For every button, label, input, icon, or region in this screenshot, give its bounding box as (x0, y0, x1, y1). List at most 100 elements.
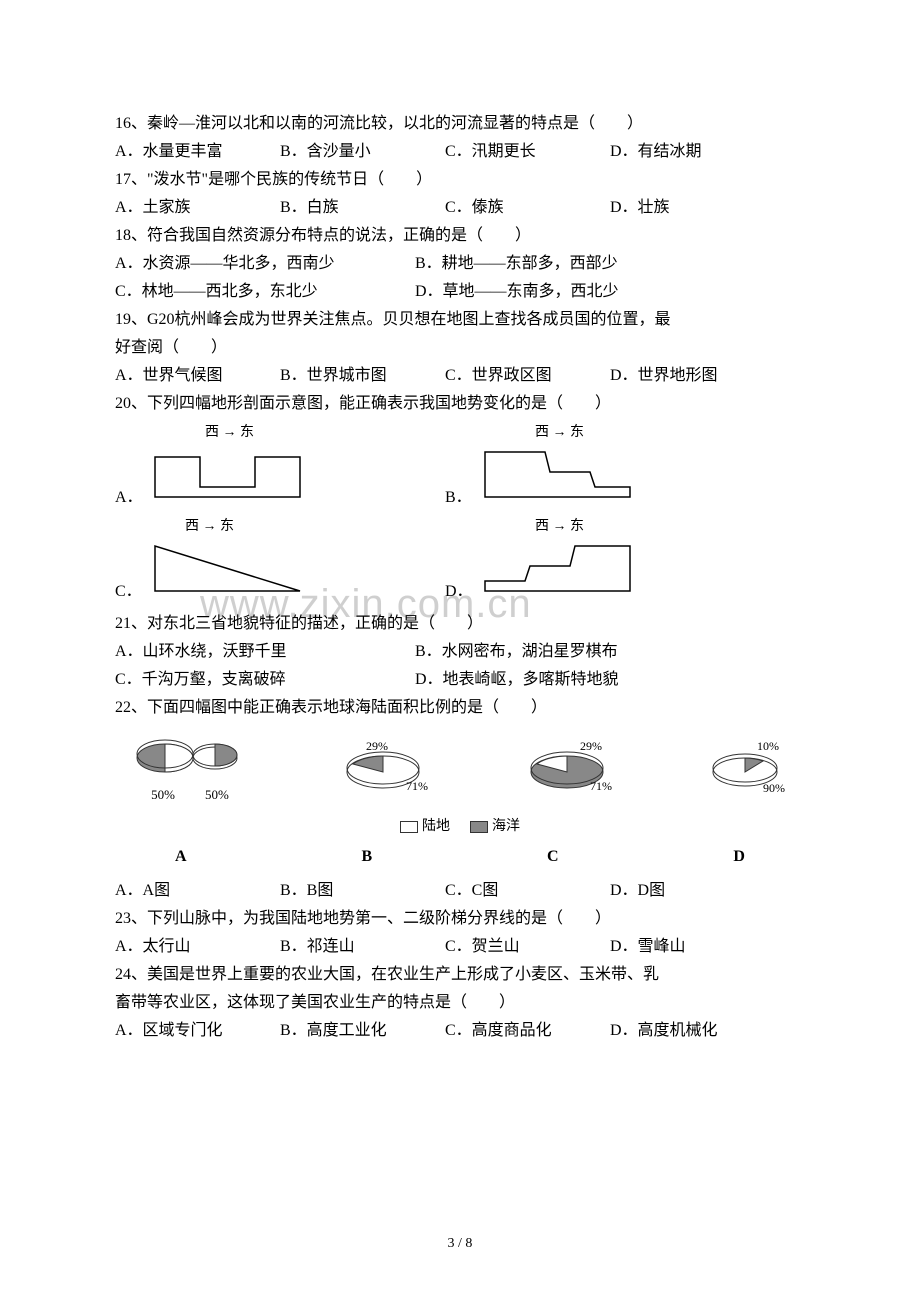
ocean-swatch (470, 821, 488, 833)
page-footer: 3 / 8 (0, 1236, 920, 1252)
q23-c: C．贺兰山 (445, 933, 610, 961)
legend-ocean-label: 海洋 (492, 813, 520, 841)
q24-c: C．高度商品化 (445, 1017, 610, 1045)
q22-options: A．A图 B．B图 C．C图 D．D图 (115, 877, 805, 905)
pie-a-r: 50% (205, 781, 229, 809)
q18-text: 18、符合我国自然资源分布特点的说法，正确的是（ ） (115, 222, 805, 250)
q20-diagram-b: 西 → 东 (475, 422, 635, 512)
q20-diagram-d: 西 → 东 (475, 516, 635, 606)
q20-text: 20、下列四幅地形剖面示意图，能正确表示我国地势变化的是（ ） (115, 390, 805, 418)
q17-a: A．土家族 (115, 194, 280, 222)
q22-pie-row: 50% 50% 29% 71% 29% 71% (115, 730, 805, 809)
q24-a: A．区域专门化 (115, 1017, 280, 1045)
dir-label-b: 西 → 东 (535, 424, 584, 440)
q24-text-2: 畜带等农业区，这体现了美国农业生产的特点是（ ） (115, 989, 805, 1017)
land-swatch (400, 821, 418, 833)
q18-b: B．耕地——东部多，西部少 (415, 250, 715, 278)
q16-a: A．水量更丰富 (115, 138, 280, 166)
q22-c: C．C图 (445, 877, 610, 905)
q19-options: A．世界气候图 B．世界城市图 C．世界政区图 D．世界地形图 (115, 362, 805, 390)
q23-d: D．雪峰山 (610, 933, 775, 961)
profile-c (155, 546, 300, 591)
q19-a: A．世界气候图 (115, 362, 280, 390)
pie-c: 29% 71% (512, 742, 622, 797)
q22-text: 22、下面四幅图中能正确表示地球海陆面积比例的是（ ） (115, 694, 805, 722)
q19-c: C．世界政区图 (445, 362, 610, 390)
q20-row-1: A． 西 → 东 B． 西 → 东 (115, 422, 805, 512)
q19-d: D．世界地形图 (610, 362, 775, 390)
q22-pie-labels: A B C D (115, 843, 805, 871)
profile-a (155, 457, 300, 497)
q18-c: C．林地——西北多，东北少 (115, 278, 415, 306)
q22-legend: 陆地 海洋 (115, 813, 805, 841)
pie-lbl-b: B (361, 843, 372, 871)
q20-diagram-c: 西 → 东 (145, 516, 305, 606)
q23-options: A．太行山 B．祁连山 C．贺兰山 D．雪峰山 (115, 933, 805, 961)
pie-lbl-a: A (175, 843, 187, 871)
q24-options: A．区域专门化 B．高度工业化 C．高度商品化 D．高度机械化 (115, 1017, 805, 1045)
q20-diagram-a: 西 → 东 (145, 422, 305, 512)
q17-b: B．白族 (280, 194, 445, 222)
q17-c: C．傣族 (445, 194, 610, 222)
q18-options-1: A．水资源——华北多，西南少 B．耕地——东部多，西部少 (115, 250, 805, 278)
q21-d: D．地表崎岖，多喀斯特地貌 (415, 666, 715, 694)
q16-c: C．汛期更长 (445, 138, 610, 166)
q21-c: C．千沟万壑，支离破碎 (115, 666, 415, 694)
q20-d-label: D． (445, 578, 475, 606)
q16-text: 16、秦岭—淮河以北和以南的河流比较，以北的河流显著的特点是（ ） (115, 110, 805, 138)
q24-b: B．高度工业化 (280, 1017, 445, 1045)
svg-text:29%: 29% (580, 742, 602, 753)
pie-d: 10% 90% (695, 742, 795, 797)
pie-a-svg (125, 730, 255, 785)
q18-a: A．水资源——华北多，西南少 (115, 250, 415, 278)
q17-options: A．土家族 B．白族 C．傣族 D．壮族 (115, 194, 805, 222)
q21-options-1: A．山环水绕，沃野千里 B．水网密布，湖泊星罗棋布 (115, 638, 805, 666)
dir-label-d: 西 → 东 (535, 518, 584, 534)
q21-b: B．水网密布，湖泊星罗棋布 (415, 638, 715, 666)
profile-d (485, 546, 630, 591)
q18-options-2: C．林地——西北多，东北少 D．草地——东南多，西北少 (115, 278, 805, 306)
q23-b: B．祁连山 (280, 933, 445, 961)
q16-options: A．水量更丰富 B．含沙量小 C．汛期更长 D．有结冰期 (115, 138, 805, 166)
pie-a: 50% 50% (125, 730, 255, 809)
svg-text:29%: 29% (366, 742, 388, 753)
q20-a-label: A． (115, 484, 145, 512)
dir-label-a: 西 → 东 (205, 424, 254, 440)
dir-label-c: 西 → 东 (185, 518, 234, 534)
q17-d: D．壮族 (610, 194, 775, 222)
q20-b-label: B． (445, 484, 475, 512)
pie-lbl-c: C (547, 843, 559, 871)
q19-b: B．世界城市图 (280, 362, 445, 390)
q24-d: D．高度机械化 (610, 1017, 775, 1045)
legend-ocean: 海洋 (470, 813, 520, 841)
q23-a: A．太行山 (115, 933, 280, 961)
q21-text: 21、对东北三省地貌特征的描述，正确的是（ ） (115, 610, 805, 638)
q16-b: B．含沙量小 (280, 138, 445, 166)
pie-lbl-d: D (733, 843, 745, 871)
q23-text: 23、下列山脉中，为我国陆地地势第一、二级阶梯分界线的是（ ） (115, 905, 805, 933)
pie-a-l: 50% (151, 781, 175, 809)
q22-d: D．D图 (610, 877, 775, 905)
legend-land: 陆地 (400, 813, 450, 841)
profile-b (485, 452, 630, 497)
svg-text:71%: 71% (590, 779, 612, 793)
svg-text:71%: 71% (406, 779, 428, 793)
q20-c-label: C． (115, 578, 145, 606)
pie-d-svg: 10% 90% (695, 742, 795, 797)
pie-c-svg: 29% 71% (512, 742, 622, 797)
legend-land-label: 陆地 (422, 813, 450, 841)
q22-a: A．A图 (115, 877, 280, 905)
pie-b: 29% 71% (328, 742, 438, 797)
q20-row-2: C． 西 → 东 D． 西 → 东 (115, 516, 805, 606)
q16-d: D．有结冰期 (610, 138, 775, 166)
q19-text-2: 好查阅（ ） (115, 334, 805, 362)
q21-a: A．山环水绕，沃野千里 (115, 638, 415, 666)
q22-b: B．B图 (280, 877, 445, 905)
q19-text-1: 19、G20杭州峰会成为世界关注焦点。贝贝想在地图上查找各成员国的位置，最 (115, 306, 805, 334)
q17-text: 17、"泼水节"是哪个民族的传统节日（ ） (115, 166, 805, 194)
svg-text:10%: 10% (757, 742, 779, 753)
svg-text:90%: 90% (763, 781, 785, 795)
page-content: 16、秦岭—淮河以北和以南的河流比较，以北的河流显著的特点是（ ） A．水量更丰… (115, 110, 805, 1045)
pie-b-svg: 29% 71% (328, 742, 438, 797)
q18-d: D．草地——东南多，西北少 (415, 278, 715, 306)
